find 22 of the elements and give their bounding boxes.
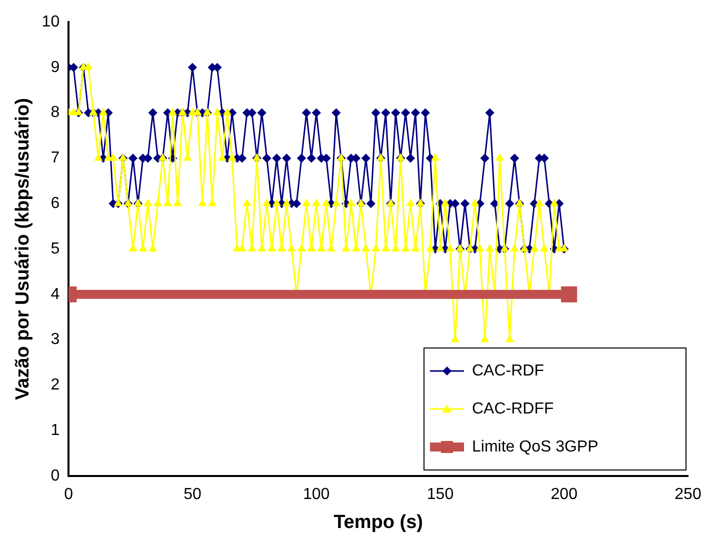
x-tick-label: 50 [184, 486, 202, 504]
x-tick-label: 150 [426, 486, 454, 504]
y-tick-label: 9 [50, 58, 60, 76]
x-tick-label: 200 [550, 486, 578, 504]
y-tick-label: 6 [50, 195, 60, 212]
x-tick-label: 250 [674, 486, 702, 504]
y-tick-label: 5 [50, 240, 60, 258]
legend-label: Limite QoS 3GPP [472, 438, 598, 456]
y-tick-label: 4 [50, 286, 60, 303]
x-tick-label: 100 [303, 486, 330, 504]
y-tick-label: 7 [50, 150, 60, 167]
y-tick-label: 3 [50, 331, 60, 348]
y-axis-title: Vazão por Usuário (kbps/usuário) [12, 98, 34, 400]
y-tick-label: 0 [50, 467, 60, 484]
y-tick-label: 2 [50, 376, 60, 394]
x-axis-title: Tempo (s) [334, 512, 423, 533]
legend-label: CAC-RDF [472, 362, 544, 380]
legend-label: CAC-RDFF [472, 400, 554, 418]
x-tick-label: 0 [64, 486, 74, 504]
y-tick-label: 8 [50, 104, 60, 122]
y-tick-label: 10 [42, 13, 60, 30]
y-tick-label: 1 [50, 422, 60, 440]
